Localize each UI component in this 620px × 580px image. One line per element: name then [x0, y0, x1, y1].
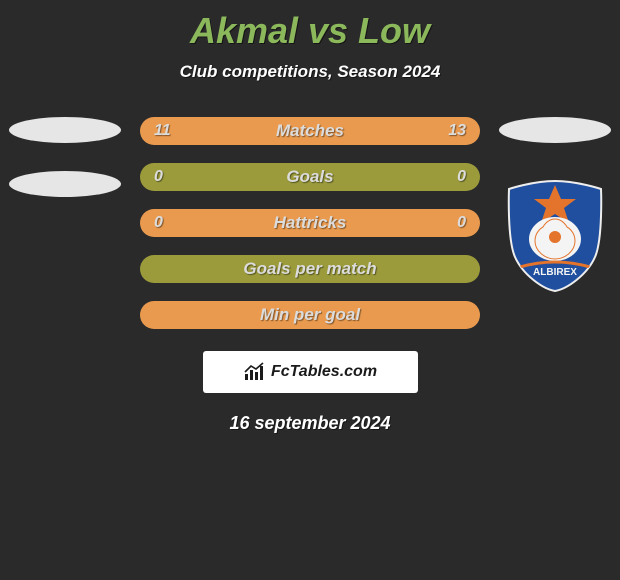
stat-right-value: 13 — [448, 117, 466, 145]
right-player-badge-placeholder — [499, 117, 611, 143]
right-club-crest: ALBIREX — [505, 179, 605, 293]
stat-left-value: 0 — [154, 209, 163, 237]
svg-text:ALBIREX: ALBIREX — [533, 267, 577, 278]
stat-label: Matches — [276, 121, 344, 141]
right-player-column: ALBIREX — [490, 117, 620, 293]
left-player-badge-placeholder — [9, 117, 121, 143]
stat-label: Hattricks — [274, 213, 347, 233]
stat-label: Min per goal — [260, 305, 360, 325]
chart-icon — [243, 362, 267, 382]
stat-row-hattricks: 0 Hattricks 0 — [140, 209, 480, 237]
stat-row-goals-per-match: Goals per match — [140, 255, 480, 283]
stat-row-goals: 0 Goals 0 — [140, 163, 480, 191]
stat-label: Goals — [286, 167, 333, 187]
left-club-badge-placeholder — [9, 171, 121, 197]
stat-bars: 11 Matches 13 0 Goals 0 0 Hattricks 0 Go… — [140, 117, 480, 329]
stat-left-value: 0 — [154, 163, 163, 191]
stats-area: ALBIREX 11 Matches 13 0 Goals 0 0 Hattri… — [0, 117, 620, 329]
brand-box[interactable]: FcTables.com — [203, 351, 418, 393]
stat-row-min-per-goal: Min per goal — [140, 301, 480, 329]
stat-left-value: 11 — [154, 117, 171, 145]
stat-right-value: 0 — [457, 209, 466, 237]
generation-date: 16 september 2024 — [0, 413, 620, 434]
comparison-subtitle: Club competitions, Season 2024 — [0, 62, 620, 82]
stat-right-value: 0 — [457, 163, 466, 191]
stat-row-matches: 11 Matches 13 — [140, 117, 480, 145]
left-player-column — [0, 117, 130, 225]
brand-label: FcTables.com — [271, 363, 377, 381]
stat-label: Goals per match — [243, 259, 376, 279]
comparison-title: Akmal vs Low — [0, 0, 620, 52]
